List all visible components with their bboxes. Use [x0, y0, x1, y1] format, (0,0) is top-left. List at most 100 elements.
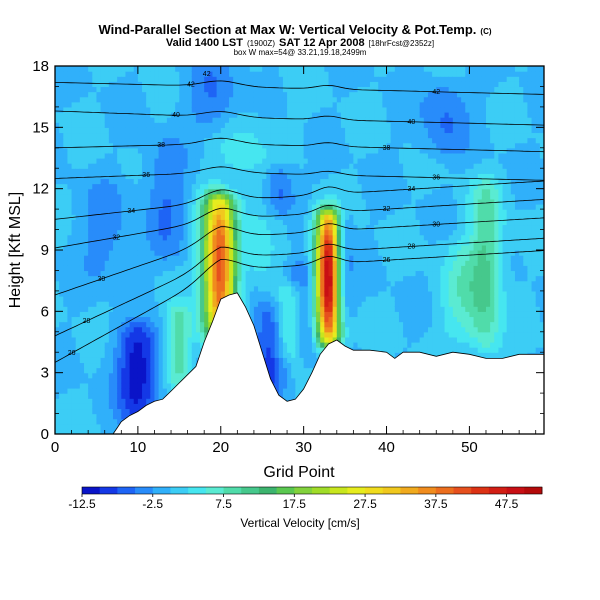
heat-cell	[146, 239, 151, 246]
heat-cell	[295, 106, 301, 113]
heat-cell	[216, 275, 222, 282]
heat-cell	[63, 331, 69, 338]
heat-cell	[229, 173, 234, 180]
heat-cell	[195, 244, 201, 251]
heat-cell	[328, 301, 334, 307]
heat-cell	[266, 178, 272, 185]
heat-cell	[200, 229, 205, 236]
heat-cell	[270, 367, 276, 374]
heat-cell	[237, 122, 243, 128]
heat-cell	[195, 290, 201, 297]
heat-cell	[92, 270, 98, 277]
heat-cell	[154, 352, 160, 358]
heat-cell	[336, 122, 342, 128]
heat-cell	[96, 209, 102, 215]
heat-cell	[183, 96, 189, 103]
heat-cell	[303, 209, 309, 215]
heat-cell	[67, 285, 73, 292]
heat-cell	[287, 239, 292, 246]
heat-cell	[241, 91, 247, 98]
heat-cell	[200, 342, 205, 348]
heat-cell	[220, 234, 226, 241]
heat-cell	[270, 76, 276, 82]
heat-cell	[179, 326, 185, 333]
heat-cell	[104, 260, 110, 266]
heat-cell	[204, 188, 209, 195]
heat-cell	[150, 86, 156, 93]
heat-cell	[187, 347, 193, 353]
heat-cell	[100, 183, 106, 190]
heat-cell	[121, 393, 127, 399]
heat-cell	[92, 388, 98, 394]
heat-cell	[229, 86, 234, 93]
heat-cell	[59, 331, 64, 338]
heat-cell	[171, 229, 176, 236]
heat-cell	[258, 101, 263, 108]
heat-cell	[71, 377, 77, 384]
heat-cell	[241, 66, 247, 72]
heat-cell	[208, 275, 214, 282]
heat-cell	[108, 86, 114, 93]
heat-cell	[84, 331, 89, 338]
heat-cell	[262, 336, 267, 343]
heat-cell	[59, 204, 64, 210]
heat-cell	[291, 127, 296, 134]
heat-cell	[291, 239, 296, 246]
heat-cell	[287, 306, 292, 312]
heat-cell	[253, 106, 259, 113]
heat-cell	[166, 152, 172, 159]
heat-cell	[92, 331, 98, 338]
heat-cell	[303, 234, 309, 241]
heat-cell	[316, 224, 321, 231]
heat-cell	[171, 101, 176, 108]
heat-cell	[311, 168, 317, 174]
heat-cell	[187, 152, 193, 159]
heat-cell	[154, 296, 160, 302]
heat-cell	[79, 163, 85, 169]
heat-cell	[282, 377, 288, 384]
heat-cell	[336, 198, 342, 205]
heat-cell	[67, 244, 73, 251]
heat-cell	[96, 342, 102, 348]
heat-cell	[266, 244, 272, 251]
heat-cell	[183, 132, 189, 139]
heat-cell	[71, 224, 77, 231]
heat-cell	[332, 331, 338, 338]
heat-cell	[154, 229, 160, 236]
heat-cell	[171, 347, 176, 353]
heat-cell	[229, 183, 234, 190]
heat-cell	[282, 372, 288, 379]
heat-cell	[299, 331, 305, 338]
heat-cell	[59, 260, 64, 266]
heat-cell	[320, 270, 325, 277]
heat-cell	[216, 163, 222, 169]
heat-cell	[278, 96, 284, 103]
heat-cell	[299, 127, 305, 134]
heat-cell	[59, 101, 64, 108]
heat-cell	[324, 285, 330, 292]
heat-cell	[303, 152, 309, 159]
heat-cell	[282, 321, 288, 328]
heat-cell	[166, 142, 172, 149]
heat-cell	[67, 137, 73, 144]
heat-cell	[270, 260, 276, 266]
heat-cell	[212, 214, 218, 220]
heat-cell	[245, 142, 251, 149]
heat-cell	[63, 163, 69, 169]
heat-cell	[241, 214, 247, 220]
heat-cell	[274, 158, 280, 164]
heat-cell	[55, 270, 60, 277]
heat-cell	[79, 290, 85, 297]
heat-cell	[162, 229, 168, 236]
heat-cell	[158, 244, 164, 251]
heat-cell	[245, 306, 251, 312]
heat-cell	[241, 255, 247, 261]
heat-cell	[171, 244, 176, 251]
heat-cell	[233, 239, 238, 246]
heat-cell	[220, 158, 226, 164]
chart-subtitle: Valid 1400 LST (1900Z) SAT 12 Apr 2008 [18h…	[166, 37, 434, 49]
heat-cell	[79, 331, 85, 338]
heat-cell	[274, 265, 280, 272]
heat-cell	[79, 142, 85, 149]
heat-cell	[96, 362, 102, 369]
